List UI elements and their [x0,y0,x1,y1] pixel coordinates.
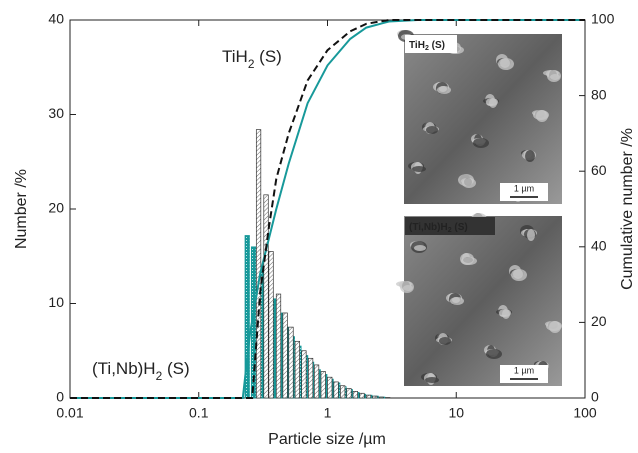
y-axis-label: Number /% [13,169,30,249]
text-part: (Ti,Nb)H [92,359,156,378]
inset-label: (Ti,Nb)H2 (S) [409,222,468,235]
sem-grain [525,150,535,162]
bar [288,326,294,399]
bar [359,392,365,399]
sem-grain [527,229,535,241]
bar [372,395,378,399]
sem-grain [437,86,451,94]
text-part: (Ti,Nb)H [409,222,448,233]
y-tick-label: 0 [56,389,64,405]
bar [313,364,320,399]
sem-grain [473,138,489,148]
bar [282,312,288,399]
y-tick-label: 30 [48,105,64,121]
sem-grain [426,126,438,134]
text-part: 2 [425,45,429,52]
bar [346,388,352,399]
sem-grain [489,98,497,108]
text-part: 2 [156,369,163,383]
scale-label: 1 µm [514,183,534,193]
y2-tick-label: 60 [591,162,607,178]
sem-grain [450,297,464,305]
x-axis-label: Particle size /µm [268,431,386,448]
y2-tick-label: 100 [591,11,615,27]
sem-grain [498,58,514,70]
x-tick-label: 0.1 [189,405,209,421]
bar [294,340,300,399]
bar [333,381,339,399]
sem-grain [486,349,502,359]
bar [352,391,358,399]
bar [320,371,326,399]
bar [263,194,269,399]
annotation: (Ti,Nb)H2 (S) [92,359,190,383]
bar [378,396,384,399]
sem-grain [502,309,510,319]
y-tick-label: 10 [48,294,64,310]
x-tick-label: 100 [573,405,597,421]
text-part: (S) [452,222,468,233]
text-part: 2 [448,227,452,234]
text-part: (S) [254,47,281,66]
bar [268,251,274,399]
sem-grain [414,245,426,251]
bar [327,376,333,399]
sem-grain [511,269,527,281]
y2-tick-label: 40 [591,238,607,254]
bar [301,350,307,399]
inset-label: TiH2 (S) [409,40,445,53]
sem-grain [462,178,476,188]
sem-grain [536,110,548,122]
sem-grain [412,166,426,172]
sem-grain [461,257,477,265]
scale-label: 1 µm [514,365,534,375]
cumulative-line [70,19,585,399]
sem-grain [550,74,560,80]
bar [275,293,282,399]
inset-label-box [405,35,457,53]
text-part: (S) [429,40,445,51]
sem-grain [549,321,561,333]
inset-label-box [405,217,495,235]
y2-tick-label: 80 [591,86,607,102]
x-tick-label: 0.01 [56,405,83,421]
annotation: TiH2 (S) [222,47,282,71]
text-part: TiH [409,40,425,51]
bar [307,357,314,399]
y2-tick-label: 0 [591,389,599,405]
bar [365,394,372,399]
x-tick-label: 10 [448,405,464,421]
text-part: 2 [248,57,255,71]
sem-grain [439,337,451,345]
y2-axis-label: Cumulative number /% [619,128,636,290]
x-tick-label: 1 [324,405,332,421]
y2-tick-label: 20 [591,313,607,329]
y-tick-label: 40 [48,11,64,27]
bar [340,385,346,399]
sem-grain [425,377,439,383]
y-tick-label: 20 [48,200,64,216]
text-part: (S) [162,359,189,378]
bar [255,129,262,399]
sem-grain [403,285,413,291]
text-part: TiH [222,47,248,66]
cumulative-line [70,19,585,399]
